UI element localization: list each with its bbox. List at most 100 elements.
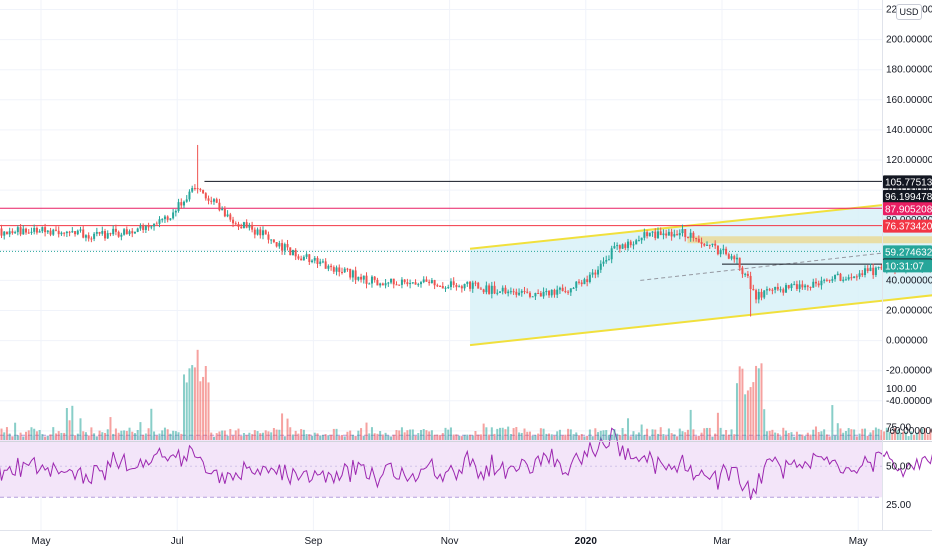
- volume-bar: [665, 436, 668, 440]
- candle-body: [763, 290, 766, 298]
- volume-bar: [828, 436, 831, 440]
- candle-body: [534, 292, 537, 297]
- volume-bar: [545, 433, 548, 440]
- time-tick-label: Mar: [713, 536, 731, 547]
- candle-body: [403, 279, 406, 283]
- volume-bar: [853, 429, 856, 440]
- price-tick-label: 140.000000: [886, 125, 932, 136]
- candle-body: [741, 267, 744, 275]
- channel-fill: [470, 199, 932, 346]
- rsi-tick-label: 50.00: [886, 461, 911, 472]
- candle-body: [809, 286, 812, 288]
- rsi-tick-label: 25.00: [886, 500, 911, 511]
- volume-bar: [463, 434, 466, 440]
- candle-body: [817, 283, 820, 286]
- volume-bar: [183, 374, 186, 440]
- candle-body: [605, 259, 608, 262]
- volume-bar: [196, 349, 199, 440]
- volume-bar: [877, 428, 880, 440]
- candle-body: [332, 267, 335, 272]
- volume-bar: [703, 428, 706, 440]
- candle-body: [719, 250, 722, 255]
- candle-body: [163, 216, 166, 220]
- candle-body: [643, 232, 646, 238]
- candle-body: [621, 244, 624, 249]
- volume-bar: [893, 428, 896, 440]
- candle-body: [316, 257, 319, 264]
- candle-body: [390, 278, 393, 283]
- candle-body: [183, 201, 186, 206]
- candle-body: [123, 229, 126, 235]
- candle-body: [155, 223, 158, 225]
- volume-bar: [910, 431, 913, 440]
- candle-body: [354, 270, 357, 280]
- candle-body: [558, 287, 561, 290]
- candle-body: [82, 229, 85, 238]
- volume-bar: [294, 430, 297, 440]
- candle-body: [139, 225, 142, 229]
- volume-bar: [305, 434, 308, 440]
- candle-body: [640, 237, 643, 241]
- candle-body: [528, 292, 531, 297]
- volume-bar: [635, 434, 638, 440]
- candle-body: [695, 238, 698, 240]
- candle-body: [569, 288, 572, 293]
- volume-bar: [844, 431, 847, 440]
- candle-body: [223, 208, 226, 217]
- candle-body: [335, 267, 338, 272]
- candle-body: [22, 228, 25, 235]
- candle-body: [400, 279, 403, 285]
- volume-bar: [678, 428, 681, 440]
- volume-bar: [632, 431, 635, 440]
- volume-bar: [242, 432, 245, 440]
- candle-body: [689, 232, 692, 238]
- candle-body: [30, 231, 33, 233]
- volume-pane: [0, 349, 932, 440]
- volume-bar: [308, 434, 311, 440]
- candle-body: [98, 231, 101, 234]
- volume-bar: [272, 428, 275, 440]
- volume-bar: [144, 433, 147, 440]
- candle-body: [575, 281, 578, 288]
- volume-bar: [779, 436, 782, 440]
- candle-body: [63, 232, 66, 234]
- volume-bar: [479, 434, 482, 440]
- candle-body: [267, 234, 270, 240]
- candle-body: [221, 208, 224, 211]
- candle-body: [580, 282, 583, 285]
- candle-body: [25, 228, 28, 233]
- candle-body: [398, 284, 401, 286]
- volume-bar: [929, 429, 932, 440]
- candle-body: [11, 231, 14, 234]
- candle-body: [730, 256, 733, 259]
- volume-bar: [155, 435, 158, 440]
- volume-bar: [523, 428, 526, 440]
- candle-body: [324, 261, 327, 269]
- volume-bar: [180, 433, 183, 440]
- volume-bar: [351, 434, 354, 440]
- volume-bar: [586, 435, 589, 440]
- candle-body: [482, 289, 485, 293]
- candlestick-series: [0, 144, 932, 317]
- volume-bar: [477, 434, 480, 440]
- price-level-label-bg: [883, 219, 932, 233]
- volume-bar: [139, 422, 142, 440]
- candle-body: [727, 254, 730, 259]
- price-tick-label: -40.000000: [886, 396, 932, 407]
- candle-body: [798, 284, 801, 289]
- volume-bar: [594, 428, 597, 440]
- candle-body: [297, 256, 300, 259]
- volume-bar: [44, 436, 47, 440]
- volume-bar: [54, 433, 57, 440]
- candle-body: [57, 230, 60, 235]
- candle-body: [463, 283, 466, 289]
- price-level-label-bg: [883, 189, 932, 203]
- volume-bar: [112, 433, 115, 440]
- currency-badge[interactable]: USD: [896, 4, 922, 20]
- candle-body: [46, 230, 49, 233]
- volume-bar: [768, 430, 771, 440]
- candle-body: [237, 223, 240, 227]
- volume-bar: [313, 432, 316, 440]
- volume-bar: [147, 428, 150, 440]
